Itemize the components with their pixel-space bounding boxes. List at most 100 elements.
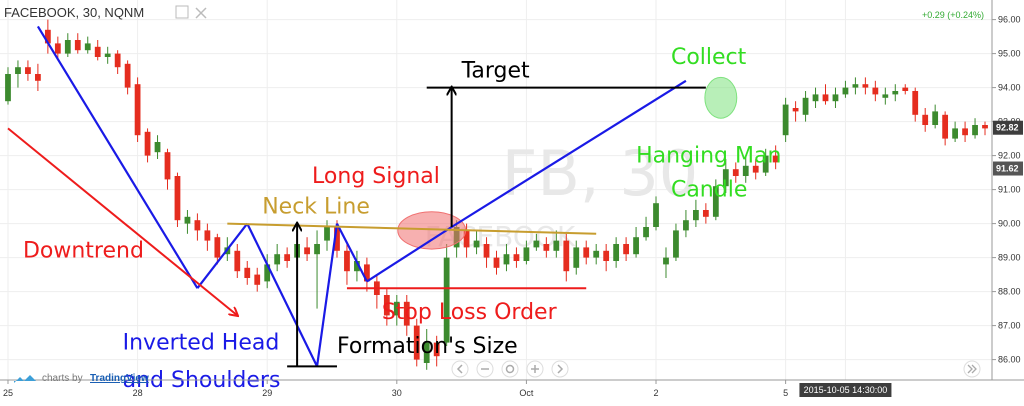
zoom-in-button[interactable] bbox=[526, 360, 544, 378]
candle-body bbox=[563, 240, 570, 272]
x-cursor-badge-bg bbox=[799, 383, 892, 397]
candle bbox=[712, 179, 719, 221]
candle bbox=[922, 108, 929, 132]
candle bbox=[94, 40, 101, 61]
annotation-label: Target bbox=[461, 58, 530, 83]
candle bbox=[234, 244, 241, 278]
candle bbox=[593, 244, 600, 265]
candle bbox=[254, 267, 261, 292]
candle-body bbox=[314, 244, 320, 255]
candle-body bbox=[74, 40, 81, 51]
candle-body bbox=[852, 84, 859, 88]
hanging-man-ellipse bbox=[704, 76, 738, 119]
candle bbox=[573, 240, 580, 275]
candle bbox=[35, 63, 41, 91]
candle bbox=[44, 19, 51, 54]
price-badge: 92.82 bbox=[993, 120, 1023, 135]
candle-body bbox=[613, 244, 620, 261]
head-right-leg bbox=[315, 223, 339, 367]
tradingview-logo[interactable]: charts by TradingView bbox=[14, 373, 149, 384]
price-badge: 91.62 bbox=[993, 161, 1023, 176]
candle bbox=[513, 247, 520, 268]
candle-body bbox=[693, 210, 699, 221]
candle-body bbox=[264, 264, 271, 282]
watermark-symbol: FB, 30 bbox=[502, 137, 699, 210]
candle-body bbox=[862, 84, 869, 88]
scroll-to-end-button[interactable] bbox=[963, 360, 981, 378]
candle bbox=[732, 162, 739, 183]
candle-body bbox=[732, 169, 739, 176]
candle-body bbox=[54, 43, 61, 54]
reset-button[interactable] bbox=[501, 360, 519, 378]
candle bbox=[563, 233, 570, 282]
candle-body bbox=[403, 301, 410, 326]
candle bbox=[364, 257, 370, 292]
downtrend-line bbox=[36, 25, 199, 289]
candle-body bbox=[154, 142, 161, 153]
chevron-right-icon bbox=[557, 364, 564, 374]
highlights bbox=[397, 76, 738, 250]
x-tick-label: 5 bbox=[783, 388, 788, 398]
annotation-label: Candle bbox=[671, 177, 747, 202]
candle bbox=[872, 80, 879, 102]
candle-body bbox=[503, 254, 510, 265]
candle-body bbox=[932, 111, 939, 125]
candle-body bbox=[204, 230, 211, 241]
candle-body bbox=[752, 165, 759, 173]
settings-icon[interactable] bbox=[175, 5, 189, 19]
x-axis-ticks: 25 28 29 30 Oct 2 5 2015-10-05 14:30:00 bbox=[3, 380, 892, 398]
x-tick-label: 30 bbox=[392, 388, 402, 398]
zoom-out-button[interactable] bbox=[476, 360, 494, 378]
candle-body bbox=[902, 87, 909, 91]
candle bbox=[244, 261, 251, 285]
candle-body bbox=[513, 254, 520, 261]
candle bbox=[493, 250, 500, 275]
candle-body bbox=[653, 203, 659, 227]
candle bbox=[633, 227, 639, 258]
candle-body bbox=[364, 264, 370, 282]
candle-body bbox=[383, 295, 390, 316]
candle bbox=[533, 233, 540, 251]
candle bbox=[942, 111, 949, 146]
trend-lines bbox=[7, 25, 706, 368]
candle bbox=[403, 295, 410, 336]
candle bbox=[802, 91, 809, 122]
double-chevron-right-icon bbox=[967, 364, 977, 374]
watermark: FB, 30 FACEBOOK bbox=[425, 137, 699, 253]
x-cursor-badge: 2015-10-05 14:30:00 bbox=[799, 383, 892, 397]
candle bbox=[792, 101, 799, 122]
candle bbox=[822, 84, 829, 105]
x-tick-label: 25 bbox=[3, 388, 13, 398]
candle bbox=[722, 159, 729, 193]
candle-body bbox=[523, 247, 530, 261]
branding-link[interactable]: TradingView bbox=[90, 373, 149, 384]
candle bbox=[264, 254, 271, 289]
candle-body bbox=[603, 250, 610, 261]
candle-body bbox=[553, 240, 560, 251]
candle bbox=[902, 84, 909, 95]
candle bbox=[702, 203, 709, 224]
candle bbox=[683, 210, 689, 238]
scroll-left-button[interactable] bbox=[451, 360, 469, 378]
annotation-label: Hanging Man bbox=[636, 143, 781, 168]
candle bbox=[473, 230, 480, 255]
candle-body bbox=[254, 274, 261, 285]
scroll-right-button[interactable] bbox=[551, 360, 569, 378]
candle-body bbox=[194, 220, 201, 231]
candle-body bbox=[174, 176, 181, 221]
candle bbox=[583, 240, 590, 265]
right-shoulder-rise bbox=[366, 226, 453, 283]
candle-body bbox=[164, 152, 171, 180]
header-icons bbox=[175, 5, 207, 19]
annotation-label: Long Signal bbox=[312, 164, 440, 189]
candle bbox=[932, 104, 939, 129]
candle bbox=[314, 230, 320, 309]
candle bbox=[5, 67, 11, 105]
candle bbox=[124, 60, 131, 95]
candle-body bbox=[722, 169, 729, 187]
candle-body bbox=[802, 97, 809, 115]
candle-body bbox=[812, 94, 819, 102]
candle-body bbox=[15, 67, 21, 74]
